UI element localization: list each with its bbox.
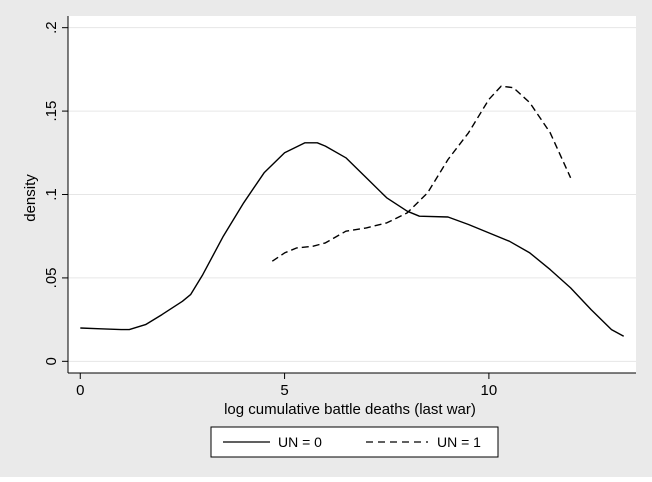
axes-layer: 0 .05 .1 .15 .2 0 5 10 <box>43 16 636 399</box>
x-tick-label-1: 5 <box>280 382 288 399</box>
series-line-un0 <box>80 142 625 337</box>
y-tick-label-3: .15 <box>43 101 60 122</box>
y-axis-label: density <box>22 174 39 222</box>
x-axis-label: log cumulative battle deaths (last war) <box>224 401 476 418</box>
grid-layer <box>68 27 636 362</box>
y-tick-label-2: .1 <box>43 188 60 201</box>
x-tick-label-0: 0 <box>76 382 84 399</box>
legend-label-un1: UN = 1 <box>437 434 481 450</box>
x-tick-label-2: 10 <box>481 382 498 399</box>
series-line-un1 <box>271 85 572 262</box>
y-tick-label-1: .05 <box>43 267 60 288</box>
y-tick-label-0: 0 <box>43 357 60 365</box>
series-layer <box>80 85 625 337</box>
y-tick-label-4: .2 <box>43 21 60 34</box>
legend-label-un0: UN = 0 <box>278 434 322 450</box>
legend: UN = 0 UN = 1 <box>210 426 499 458</box>
